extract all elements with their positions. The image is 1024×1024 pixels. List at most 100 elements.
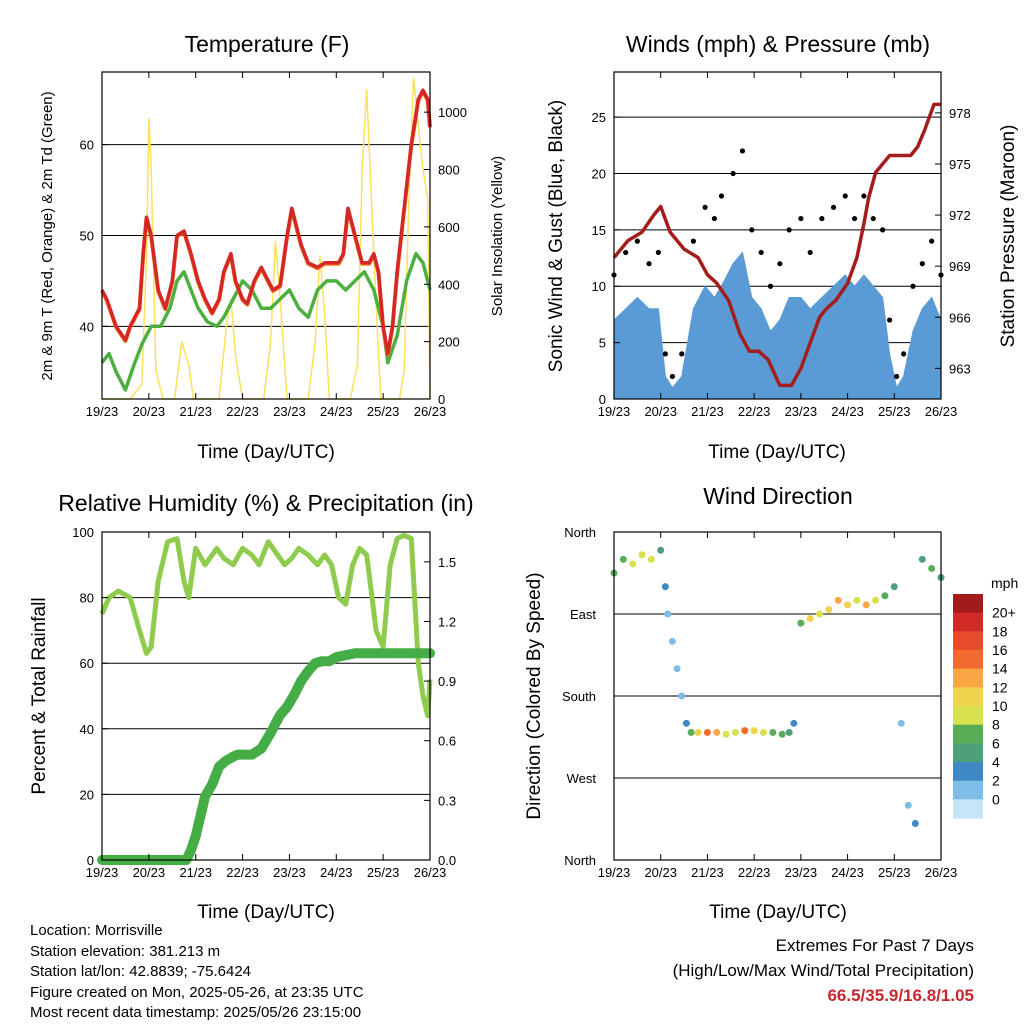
sonic-wind-area (613, 251, 942, 400)
y-tick-label: 40 (80, 319, 94, 334)
humidity-axes: 19/23 20/23 21/23 22/23 23/23 24/23 25/23 26/23… (72, 525, 456, 880)
winds-ylabel: Sonic Wind & Gust (Blue, Black) (546, 100, 567, 372)
direction-point (872, 596, 880, 604)
station-info: Location: Morrisville Station elevation:… (30, 921, 364, 1024)
relative-humidity-line (99, 532, 433, 719)
gust-point (634, 238, 640, 244)
y2-tick-label: 0.9 (438, 674, 456, 689)
temp-2m-line (100, 88, 432, 356)
x-tick-label: 21/23 (691, 404, 724, 419)
humidity-panel: Relative Humidity (%) & Precipitation (i… (29, 490, 474, 923)
x-tick-label: 22/23 (738, 865, 771, 880)
y2-tick-label: 975 (949, 157, 971, 172)
gust-point (702, 204, 708, 210)
humidity-plot-frame (101, 531, 431, 861)
extremes-box: Extremes For Past 7 Days (High/Low/Max W… (673, 933, 974, 1008)
gust-point (830, 204, 837, 210)
y-tick-label: 40 (80, 722, 94, 737)
colorbar-swatch (953, 650, 983, 670)
x-tick-label: 22/23 (738, 404, 771, 419)
x-tick-label: 22/23 (226, 404, 259, 419)
direction-point (928, 564, 936, 572)
extremes-value: 66.5/35.9/16.8/1.05 (827, 986, 974, 1005)
direction-point (741, 727, 749, 735)
y-tick-label: 5 (599, 336, 606, 351)
y2-tick-label: 600 (438, 220, 460, 235)
humidity-series (97, 532, 435, 865)
temperature-series (100, 77, 432, 400)
direction-point (678, 692, 686, 700)
colorbar-label: 8 (992, 717, 1000, 733)
direction-point (713, 728, 721, 736)
gust-point (669, 373, 675, 380)
gust-point (777, 261, 783, 267)
direction-point (890, 583, 898, 591)
temperature-ylabel: 2m & 9m T (Red, Orange) & 2m Td (Green) (39, 91, 56, 380)
direction-point (731, 728, 739, 736)
gust-point (749, 227, 755, 233)
x-tick-label: 25/23 (367, 865, 400, 880)
direction-point (629, 560, 637, 568)
y2-tick-label: 969 (949, 259, 971, 274)
x-tick-label: 26/23 (414, 865, 447, 880)
y-tick-label: 20 (592, 166, 606, 181)
y-tick-label: 10 (592, 279, 606, 294)
gust-point (767, 283, 774, 289)
direction-point (657, 546, 665, 554)
y2-tick-label: 1000 (438, 105, 467, 120)
direction-point (825, 605, 833, 613)
direction-grid (614, 613, 941, 779)
winds-title: Winds (mph) & Pressure (mb) (626, 31, 930, 57)
humidity-ylabel: Percent & Total Rainfall (29, 597, 50, 794)
gust-point (690, 238, 697, 244)
y-tick-label: 60 (80, 138, 94, 153)
direction-point (619, 555, 627, 563)
y-tick-label: South (562, 689, 596, 704)
colorbar-label: 12 (992, 679, 1008, 695)
colorbar-swatch (953, 724, 983, 744)
winds-axes: 19/23 20/23 21/23 22/23 23/23 24/23 25/23 26/23… (592, 72, 971, 419)
winds-panel: Winds (mph) & Pressure (mb) 19/23 20/23 21… (546, 31, 1019, 463)
x-tick-label: 25/23 (367, 404, 400, 419)
x-tick-label: 23/23 (785, 404, 818, 419)
y2-tick-label: 1.5 (438, 555, 456, 570)
gust-point (711, 215, 718, 222)
x-tick-label: 20/23 (644, 404, 677, 419)
precipitation-line (97, 648, 435, 865)
colorbar-swatch (953, 799, 983, 819)
y2-tick-label: 963 (949, 361, 971, 376)
gust-point (623, 249, 629, 256)
gust-point (819, 215, 825, 222)
y-tick-label: 0 (599, 392, 606, 407)
x-tick-label: 24/23 (831, 404, 864, 419)
y-tick-label: 20 (80, 787, 94, 802)
x-tick-label: 21/23 (691, 865, 724, 880)
colorbar-swatch (953, 687, 983, 707)
direction-ylabel: Direction (Colored By Speed) (524, 572, 545, 819)
x-tick-label: 25/23 (878, 865, 911, 880)
direction-point (797, 619, 805, 627)
y-tick-label: North (564, 525, 596, 540)
station-latlon: Station lat/lon: 42.8839; -75.6424 (30, 963, 252, 980)
direction-axes: 19/23 20/23 21/23 22/23 23/23 24/23 25/23 26/23… (562, 525, 957, 880)
direction-point (722, 730, 730, 738)
winds-grid (614, 116, 941, 344)
x-tick-label: 25/23 (878, 404, 911, 419)
x-tick-label: 19/23 (86, 865, 119, 880)
y2-tick-label: 400 (438, 277, 460, 292)
gust-point (739, 148, 746, 154)
x-tick-label: 24/23 (320, 404, 353, 419)
colorbar-swatch (953, 631, 983, 651)
direction-point (918, 555, 926, 563)
station-elevation: Station elevation: 381.213 m (30, 942, 221, 960)
direction-point (647, 555, 655, 563)
humidity-title: Relative Humidity (%) & Precipitation (i… (58, 490, 473, 516)
direction-point (862, 601, 870, 609)
extremes-title: Extremes For Past 7 Days (775, 936, 974, 955)
colorbar-swatch (953, 706, 983, 726)
direction-point (790, 719, 798, 727)
colorbar-swatch (953, 780, 983, 800)
gust-point (919, 261, 925, 267)
colorbar-swatch (953, 668, 983, 688)
y-tick-label: 60 (80, 656, 94, 671)
